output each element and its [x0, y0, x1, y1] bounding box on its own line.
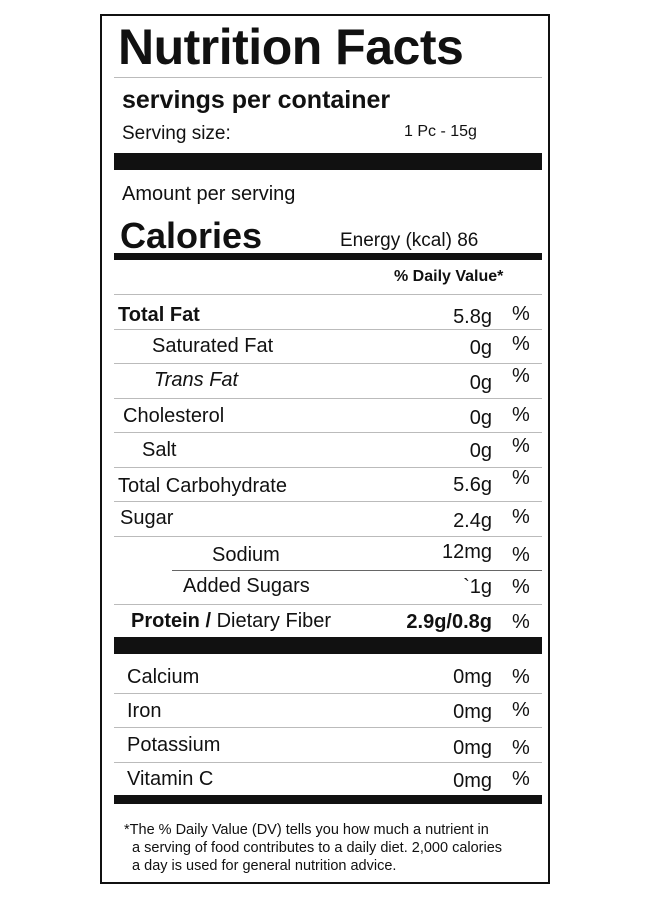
- nutrient-percent: %: [512, 467, 530, 489]
- mineral-label-iron: Iron: [127, 700, 162, 722]
- mineral-amount: 0mg: [453, 737, 492, 759]
- divider: [114, 762, 542, 763]
- nutrient-label-saturated-fat: Saturated Fat: [152, 335, 274, 357]
- nutrient-label-added-sugars: Added Sugars: [183, 575, 310, 597]
- nutrient-amount: 0g: [469, 407, 492, 429]
- divider: [114, 363, 542, 364]
- mineral-amount: 0mg: [453, 666, 492, 688]
- divider: [114, 294, 542, 295]
- protein-label: Protein /: [131, 610, 212, 632]
- nutrient-percent: %: [512, 303, 530, 325]
- amount-per-serving: Amount per serving: [122, 183, 296, 205]
- label-title: Nutrition Facts: [118, 19, 464, 75]
- mineral-label-vitamin-c: Vitamin C: [127, 768, 214, 790]
- divider: [114, 432, 542, 433]
- divider: [114, 693, 542, 694]
- daily-value-footnote: *The % Daily Value (DV) tells you how mu…: [124, 822, 503, 874]
- divider: [114, 727, 542, 728]
- daily-value-header: % Daily Value*: [394, 268, 504, 285]
- nutrient-percent: %: [512, 435, 530, 457]
- divider: [114, 329, 542, 330]
- dietary-fiber-label: Dietary Fiber: [216, 610, 332, 632]
- nutrient-label-cholesterol: Cholesterol: [123, 405, 225, 427]
- nutrient-percent: %: [512, 333, 530, 355]
- energy-value: Energy (kcal) 86: [340, 230, 479, 251]
- nutrient-percent: %: [512, 404, 530, 426]
- nutrient-amount: 2.4g: [453, 510, 492, 532]
- mineral-amount: 0mg: [453, 770, 492, 792]
- servings-per-container: servings per container: [122, 86, 391, 114]
- nutrient-amount: 0g: [469, 337, 492, 359]
- divider: [114, 604, 542, 605]
- nutrient-amount: 2.9g/0.8g: [406, 611, 492, 633]
- nutrient-percent: %: [512, 544, 530, 566]
- thick-divider: [114, 153, 542, 170]
- nutrient-amount: 12mg: [441, 541, 492, 563]
- mineral-percent: %: [512, 737, 530, 759]
- divider: [114, 501, 542, 502]
- nutrient-amount: `1g: [463, 576, 492, 598]
- calories-label: Calories: [120, 215, 263, 256]
- nutrient-amount: 5.8g: [453, 306, 492, 328]
- divider: [114, 77, 542, 78]
- divider: [114, 467, 542, 468]
- nutrient-label-total-carbohydrate: Total Carbohydrate: [118, 475, 287, 497]
- nutrient-percent: %: [512, 365, 530, 387]
- nutrient-label-salt: Salt: [142, 439, 177, 461]
- divider: [172, 570, 542, 571]
- nutrient-label-sugar: Sugar: [120, 507, 174, 529]
- nutrient-amount: 0g: [469, 372, 492, 394]
- serving-size-label: Serving size:: [122, 123, 231, 144]
- mineral-label-calcium: Calcium: [127, 666, 200, 688]
- nutrient-percent: %: [512, 506, 530, 528]
- thick-divider: [114, 637, 542, 654]
- nutrient-amount: 5.6g: [453, 474, 492, 496]
- medium-divider: [114, 253, 542, 260]
- nutrient-label-protein-fiber: Protein / Dietary Fiber: [131, 610, 331, 633]
- divider: [114, 398, 542, 399]
- mineral-amount: 0mg: [453, 701, 492, 723]
- mineral-percent: %: [512, 666, 530, 688]
- mineral-percent: %: [512, 699, 530, 721]
- divider: [114, 536, 542, 537]
- thick-divider: [114, 795, 542, 804]
- nutrition-facts-label: Nutrition Facts servings per container S…: [100, 14, 550, 884]
- nutrient-amount: 0g: [469, 440, 492, 462]
- nutrient-label-total-fat: Total Fat: [118, 304, 200, 326]
- nutrient-percent: %: [512, 576, 530, 598]
- serving-size-value: 1 Pc - 15g: [404, 123, 477, 140]
- nutrient-label-trans-fat: Trans Fat: [154, 369, 239, 391]
- mineral-percent: %: [512, 768, 530, 790]
- nutrient-label-sodium: Sodium: [212, 544, 280, 566]
- mineral-label-potassium: Potassium: [127, 734, 221, 756]
- nutrient-percent: %: [512, 611, 530, 633]
